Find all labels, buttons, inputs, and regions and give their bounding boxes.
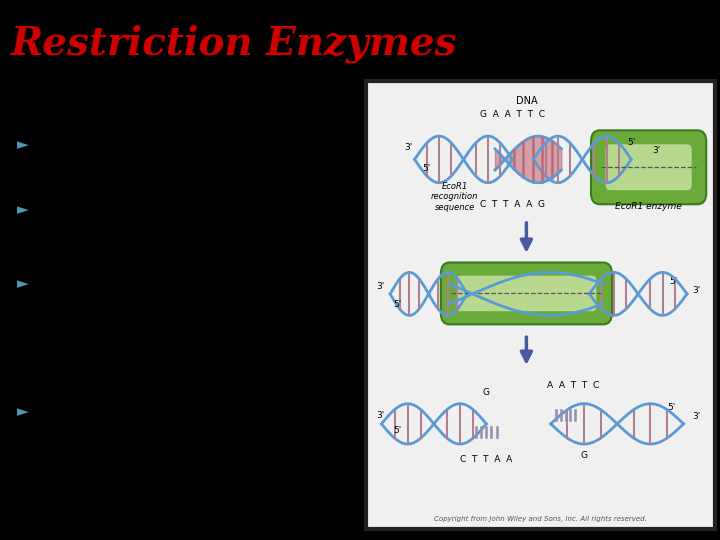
- Text: G: G: [482, 388, 490, 397]
- Text: 3': 3': [652, 146, 660, 155]
- Text: C  T  T  A  A  G: C T T A A G: [480, 200, 545, 209]
- Text: 5': 5': [627, 138, 635, 147]
- Text: ►: ►: [17, 276, 29, 291]
- Text: G: G: [580, 451, 588, 460]
- Text: DNA: DNA: [516, 96, 537, 106]
- Text: 5': 5': [669, 276, 678, 286]
- FancyBboxPatch shape: [456, 275, 597, 312]
- Text: 5': 5': [423, 164, 431, 173]
- Text: ►: ►: [17, 137, 29, 152]
- FancyBboxPatch shape: [605, 144, 692, 191]
- FancyBboxPatch shape: [591, 130, 706, 204]
- Text: C  T  T  A  A: C T T A A: [460, 455, 513, 464]
- Text: ►: ►: [17, 404, 29, 418]
- Text: 3': 3': [377, 411, 385, 420]
- Text: EcoR1
recognition
sequence: EcoR1 recognition sequence: [431, 182, 479, 212]
- Text: 3': 3': [377, 282, 385, 292]
- Text: 5': 5': [393, 426, 401, 435]
- Text: G  A  A  T  T  C: G A A T T C: [480, 110, 545, 119]
- Text: A  A  T  T  C: A A T T C: [547, 381, 600, 390]
- Text: 3': 3': [692, 412, 701, 421]
- FancyBboxPatch shape: [441, 262, 612, 325]
- Text: 3': 3': [692, 286, 701, 294]
- Text: ►: ►: [17, 202, 29, 217]
- Text: Restriction Enzymes: Restriction Enzymes: [11, 24, 457, 63]
- Text: Most recognize and cut
palindromic sequences: Most recognize and cut palindromic seque…: [46, 202, 239, 233]
- Text: Important for molecular
biologists because restriction
enzymes create unpaired
": Important for molecular biologists becau…: [46, 404, 290, 502]
- Text: Many leave staggered (sticky)
ends by choosing correct
enzymes can cut DNA very
: Many leave staggered (sticky) ends by ch…: [46, 276, 292, 341]
- Text: Copyright from John Wiley and Sons, Inc. All rights reserved.: Copyright from John Wiley and Sons, Inc.…: [434, 516, 647, 523]
- Text: EcoR1 enzyme: EcoR1 enzyme: [615, 202, 682, 211]
- Text: 5': 5': [393, 300, 401, 309]
- Text: Hundreds of restriction
enzymes have been identified.: Hundreds of restriction enzymes have bee…: [46, 137, 294, 168]
- Text: 5': 5': [667, 403, 675, 413]
- Text: 3': 3': [405, 144, 413, 152]
